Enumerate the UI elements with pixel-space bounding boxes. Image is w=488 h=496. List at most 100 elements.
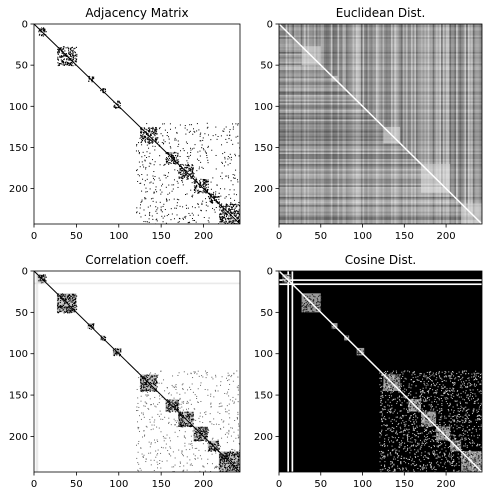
heatmap-cell bbox=[468, 373, 470, 375]
heatmap-cell bbox=[219, 461, 221, 463]
heatmap-cell bbox=[143, 382, 145, 384]
heatmap-cell bbox=[426, 400, 428, 402]
heatmap-cell bbox=[190, 440, 192, 442]
heatmap-cell bbox=[200, 435, 202, 437]
heatmap-cell bbox=[421, 445, 423, 447]
heatmap-cell bbox=[66, 311, 68, 313]
heatmap-cell bbox=[228, 429, 230, 431]
heatmap-cell bbox=[196, 398, 198, 400]
heatmap-cell bbox=[238, 457, 240, 459]
heatmap-cell bbox=[303, 297, 305, 299]
heatmap-cell bbox=[395, 432, 397, 434]
heatmap-cell bbox=[202, 200, 204, 202]
heatmap-cell bbox=[143, 136, 145, 138]
heatmap-cell bbox=[449, 446, 451, 448]
heatmap-cell bbox=[176, 392, 178, 394]
heatmap-cell bbox=[140, 384, 142, 386]
heatmap-cell bbox=[187, 163, 189, 166]
heatmap-cell bbox=[417, 409, 419, 411]
heatmap-cell bbox=[445, 470, 447, 472]
heatmap-cell bbox=[429, 416, 431, 418]
heatmap-cell bbox=[470, 457, 472, 459]
heatmap-stripe-row bbox=[279, 188, 482, 191]
heatmap-cell bbox=[187, 418, 190, 420]
heatmap-cell bbox=[199, 190, 201, 192]
heatmap-cell bbox=[199, 182, 201, 184]
heatmap-cell bbox=[467, 377, 469, 379]
heatmap-cell bbox=[480, 451, 482, 453]
heatmap-cell bbox=[211, 201, 213, 203]
heatmap-cell bbox=[170, 162, 172, 164]
heatmap-cell bbox=[309, 298, 311, 300]
heatmap-cell bbox=[435, 438, 437, 440]
heatmap-cell bbox=[119, 355, 121, 357]
heatmap-cell bbox=[64, 61, 66, 63]
heatmap-cell bbox=[399, 379, 402, 381]
heatmap-cell bbox=[236, 464, 238, 466]
heatmap-cell bbox=[447, 393, 449, 395]
heatmap-cell bbox=[426, 436, 428, 438]
heatmap-stripe-col bbox=[469, 24, 472, 224]
heatmap-cell bbox=[68, 305, 70, 307]
heatmap-cell bbox=[440, 409, 442, 411]
heatmap-cell bbox=[389, 467, 391, 469]
heatmap-cell bbox=[184, 392, 186, 394]
heatmap-cell bbox=[67, 63, 69, 65]
heatmap-cell bbox=[228, 177, 230, 179]
heatmap-cell bbox=[239, 449, 240, 451]
heatmap-cell bbox=[384, 446, 386, 448]
heatmap-cell bbox=[424, 441, 426, 443]
heatmap-cell bbox=[118, 352, 120, 354]
heatmap-cell bbox=[172, 161, 175, 163]
heatmap-cell bbox=[70, 308, 72, 310]
heatmap-cell bbox=[71, 311, 73, 313]
heatmap-cell bbox=[64, 55, 66, 57]
heatmap-cell bbox=[152, 132, 154, 135]
heatmap-cell bbox=[119, 102, 121, 104]
heatmap-cell bbox=[199, 437, 202, 439]
heatmap-cell bbox=[460, 453, 462, 455]
heatmap-cell bbox=[209, 445, 211, 447]
heatmap-cell bbox=[191, 445, 193, 447]
heatmap-cell bbox=[229, 464, 231, 467]
heatmap-cell bbox=[182, 175, 184, 177]
heatmap-cell bbox=[229, 211, 231, 214]
heatmap-cell bbox=[135, 150, 137, 152]
heatmap-cell bbox=[392, 372, 394, 374]
heatmap-cell bbox=[388, 405, 390, 407]
heatmap-stripe-col bbox=[472, 24, 475, 224]
heatmap-cell bbox=[173, 179, 175, 181]
heatmap-cell bbox=[383, 372, 385, 374]
heatmap-cell bbox=[229, 153, 231, 155]
heatmap-cell bbox=[147, 407, 149, 409]
heatmap-cell bbox=[195, 427, 197, 429]
heatmap-cell bbox=[65, 307, 67, 309]
heatmap-cell bbox=[477, 451, 479, 453]
heatmap-cell bbox=[233, 453, 235, 455]
heatmap-cell bbox=[450, 426, 452, 428]
heatmap-cell bbox=[199, 470, 201, 472]
heatmap-cell bbox=[223, 420, 225, 422]
heatmap-cell bbox=[157, 137, 159, 139]
heatmap-cell bbox=[232, 449, 234, 451]
heatmap-cell bbox=[68, 308, 70, 310]
heatmap-cell bbox=[421, 441, 423, 443]
heatmap-cell bbox=[429, 388, 431, 390]
heatmap-cell bbox=[146, 156, 148, 158]
heatmap-cell bbox=[430, 465, 432, 467]
heatmap-cell bbox=[73, 294, 75, 296]
heatmap-cell bbox=[219, 188, 221, 190]
heatmap-cell bbox=[397, 467, 399, 469]
heatmap-cell bbox=[357, 355, 359, 357]
heatmap-cell bbox=[155, 206, 157, 208]
heatmap-cell bbox=[183, 371, 185, 373]
heatmap-cell bbox=[409, 401, 411, 403]
heatmap-cell bbox=[177, 407, 179, 409]
heatmap-cell bbox=[222, 213, 224, 215]
heatmap-cell bbox=[215, 441, 217, 443]
heatmap-cell bbox=[286, 279, 288, 282]
heatmap-cell bbox=[449, 456, 451, 458]
heatmap-stripe-col bbox=[364, 24, 366, 224]
heatmap-cell bbox=[440, 426, 442, 428]
heatmap-cell bbox=[145, 382, 147, 384]
